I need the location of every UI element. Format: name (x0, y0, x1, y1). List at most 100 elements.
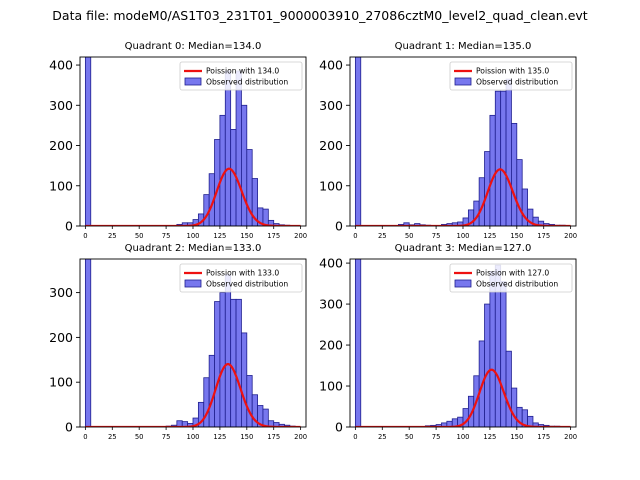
histogram-bar (500, 90, 507, 226)
x-tick-label: 150 (240, 433, 253, 441)
legend-bar-swatch (454, 77, 472, 86)
quadrant-0-title: Quadrant 0: Median=134.0 (125, 41, 262, 52)
figure-title: Data file: modeM0/AS1T03_231T01_90000039… (52, 8, 587, 23)
y-tick-label: 300 (49, 98, 73, 113)
legend-bar-swatch (184, 77, 202, 86)
legend: Poission with 135.0 Observed distribution (449, 61, 573, 91)
x-tick-label: 50 (405, 232, 414, 240)
x-tick-label: 150 (240, 232, 253, 240)
y-tick-label: 400 (319, 256, 343, 271)
histogram-bar (235, 298, 242, 427)
y-tick-label: 300 (49, 285, 73, 300)
x-tick-label: 50 (135, 433, 144, 441)
y-tick-label: 200 (319, 338, 343, 353)
legend-label-poisson: Poission with 127.0 (476, 269, 549, 278)
histogram-bar (267, 219, 275, 226)
x-tick-label: 0 (353, 433, 357, 441)
x-tick-label: 125 (213, 433, 226, 441)
legend-label-observed: Observed distribution (206, 280, 288, 289)
y-tick-label: 200 (49, 330, 73, 345)
y-tick-label: 0 (65, 219, 73, 234)
quadrant-1-panel: Quadrant 1: Median=135.0 0 100 200 300 400 0 25… (319, 41, 577, 240)
x-tick-label: 150 (510, 433, 523, 441)
quadrant-2-panel: Quadrant 2: Median=133.0 0 100 200 300 0 25 50 7… (49, 243, 307, 441)
histogram-bar (489, 270, 496, 427)
x-tick-label: 200 (294, 433, 307, 441)
histogram-bar (203, 377, 210, 427)
y-tick-label: 200 (49, 138, 73, 153)
x-tick-label: 25 (108, 232, 117, 240)
histogram-bar (516, 159, 523, 226)
x-tick-label: 200 (294, 232, 307, 240)
x-tick-label: 0 (353, 232, 357, 240)
quadrant-2-title: Quadrant 2: Median=133.0 (125, 243, 262, 254)
histogram-bar (246, 375, 253, 427)
histogram-bar (521, 188, 528, 226)
x-tick-label: 200 (564, 433, 577, 441)
histogram-bar (511, 122, 518, 226)
y-tick-label: 100 (319, 178, 343, 193)
x-tick-label: 75 (432, 433, 441, 441)
x-tick-label: 125 (483, 433, 496, 441)
histogram-bar (505, 350, 512, 427)
histogram-bar (354, 57, 362, 226)
quadrant-panels: Quadrant 0: Median=134.0 0 100 200 300 400 0 25… (49, 41, 577, 441)
histogram-bar (235, 70, 242, 226)
x-tick-label: 175 (537, 433, 550, 441)
histogram-bar (500, 281, 507, 427)
x-tick-label: 125 (213, 232, 226, 240)
x-tick-label: 175 (537, 232, 550, 240)
legend-label-observed: Observed distribution (206, 78, 288, 87)
x-tick-label: 25 (108, 433, 117, 441)
y-tick-label: 400 (319, 58, 343, 73)
x-tick-label: 150 (510, 232, 523, 240)
x-tick-label: 50 (405, 433, 414, 441)
x-tick-label: 175 (267, 232, 280, 240)
histogram-bar (219, 292, 226, 427)
quadrant-1-title: Quadrant 1: Median=135.0 (395, 41, 532, 52)
histogram-bar (224, 274, 232, 427)
poisson-curve (85, 167, 301, 226)
legend-label-poisson: Poission with 134.0 (206, 67, 279, 76)
poisson-curve (85, 363, 301, 427)
histogram-bar (505, 78, 512, 226)
y-tick-label: 0 (335, 219, 343, 234)
x-tick-label: 100 (187, 232, 200, 240)
y-tick-label: 300 (319, 297, 343, 312)
quadrant-0-panel: Quadrant 0: Median=134.0 0 100 200 300 400 0 25… (49, 41, 307, 240)
histogram-bar (262, 408, 269, 427)
y-tick-label: 400 (49, 58, 73, 73)
legend: Poission with 134.0 Observed distribution (179, 61, 303, 91)
histogram-bar (214, 301, 221, 427)
histogram-bar (494, 90, 502, 226)
y-tick-label: 0 (65, 420, 73, 435)
quadrant-3-panel: Quadrant 3: Median=127.0 0 100 200 300 400 0 25… (319, 243, 577, 441)
x-tick-label: 75 (432, 232, 441, 240)
x-tick-label: 75 (162, 232, 171, 240)
y-tick-label: 100 (319, 379, 343, 394)
histogram-bar (230, 298, 237, 427)
histogram-bar (208, 354, 215, 427)
x-tick-label: 25 (378, 232, 387, 240)
histogram-bar (527, 415, 534, 427)
legend: Poission with 127.0 Observed distribution (449, 263, 573, 293)
x-tick-label: 100 (187, 433, 200, 441)
histogram-bar (489, 114, 496, 226)
x-tick-label: 100 (457, 433, 470, 441)
y-tick-label: 100 (49, 178, 73, 193)
x-tick-label: 0 (83, 433, 87, 441)
histogram-bar (262, 208, 269, 226)
x-tick-label: 0 (83, 232, 87, 240)
legend-label-observed: Observed distribution (476, 280, 558, 289)
histogram-bar (224, 70, 232, 226)
y-tick-label: 0 (335, 420, 343, 435)
histogram-bar (84, 259, 92, 427)
x-tick-label: 100 (457, 232, 470, 240)
legend-bar-swatch (454, 279, 472, 288)
x-tick-label: 25 (378, 433, 387, 441)
legend-label-poisson: Poission with 133.0 (206, 269, 279, 278)
y-tick-label: 200 (319, 138, 343, 153)
x-tick-label: 125 (483, 232, 496, 240)
x-tick-label: 200 (564, 232, 577, 240)
x-tick-label: 75 (162, 433, 171, 441)
